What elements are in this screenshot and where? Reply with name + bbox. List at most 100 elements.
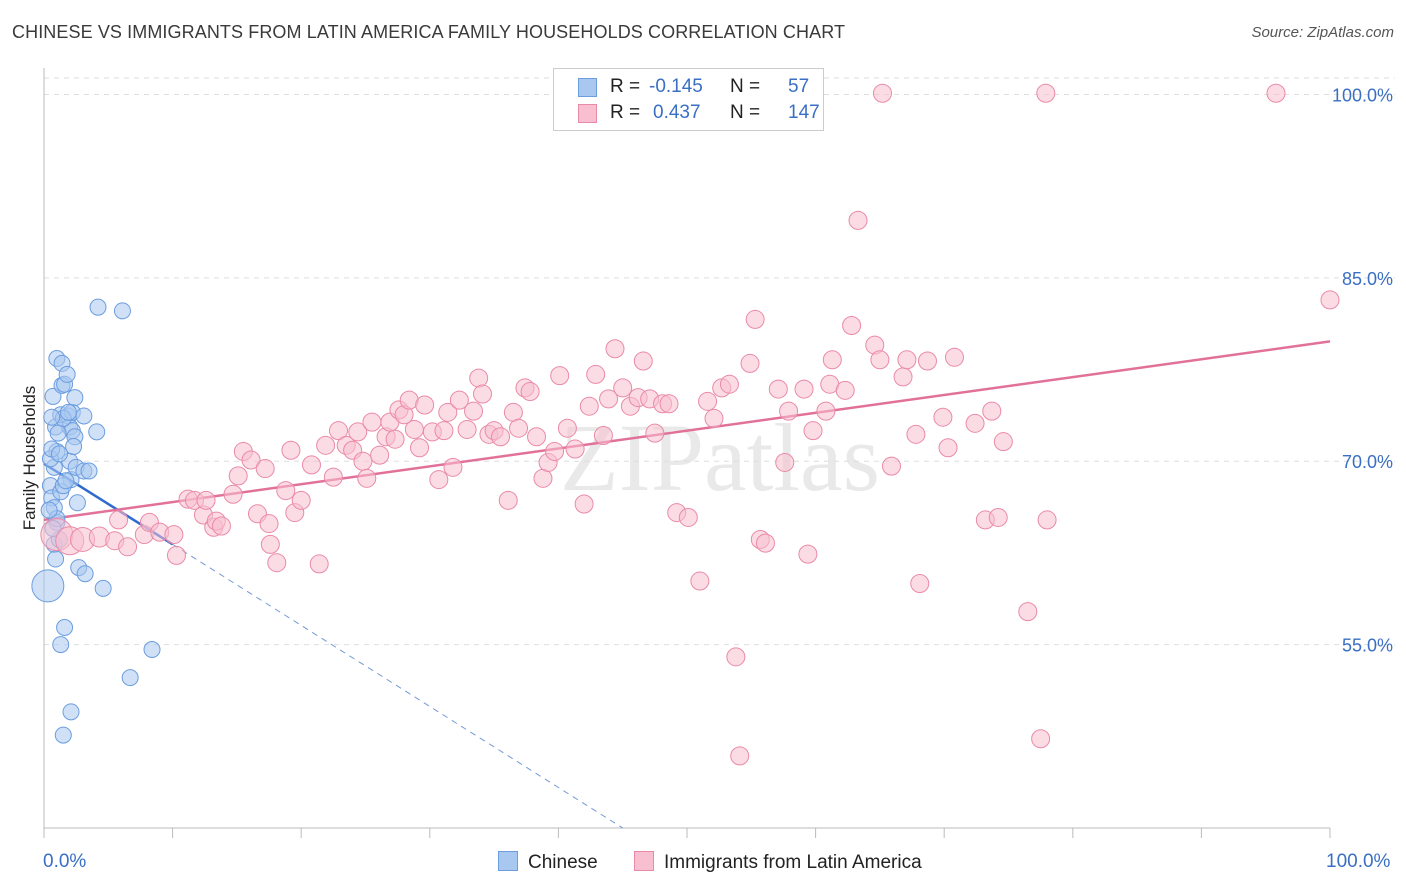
latin-america-point [803, 421, 823, 441]
latin-america-point [1036, 83, 1056, 103]
latin-america-point [328, 421, 348, 441]
latin-america-point [348, 422, 368, 442]
y-tick-labels: 55.0% 70.0% 85.0% 100.0% [1332, 85, 1393, 655]
y-tick-label: 85.0% [1342, 269, 1393, 289]
latin-america-point [438, 402, 458, 422]
latin-america-point [415, 395, 435, 415]
latin-america-point [1037, 510, 1057, 530]
latin-america-point [565, 439, 585, 459]
latin-america-point [982, 401, 1002, 421]
chinese-point [76, 565, 94, 583]
chinese-point [113, 302, 131, 320]
data-points [31, 83, 1340, 766]
latin-america-point [211, 516, 231, 536]
latin-america-point [938, 438, 958, 458]
latin-america-point [897, 350, 917, 370]
legend-n-label: N = [730, 102, 761, 123]
latin-america-point [719, 374, 739, 394]
latin-america-point [605, 339, 625, 359]
latin-america-point [228, 466, 248, 486]
latin-america-point [550, 366, 570, 386]
latin-america-point [645, 423, 665, 443]
y-tick-label: 100.0% [1332, 85, 1393, 105]
latin-america-point [533, 468, 553, 488]
latin-america-point [944, 347, 964, 367]
latin-america-point [385, 429, 405, 449]
latin-america-point [775, 452, 795, 472]
latin-america-point [370, 445, 390, 465]
latin-america-point [545, 441, 565, 461]
legend-n-label: N = [730, 76, 761, 97]
latin-america-point [410, 438, 430, 458]
latin-america-point [579, 396, 599, 416]
latin-america-point [527, 427, 547, 447]
latin-america-point [730, 746, 750, 766]
latin-america-point [309, 554, 329, 574]
chinese-point [62, 703, 80, 721]
latin-america-point [357, 468, 377, 488]
latin-america-point [755, 533, 775, 553]
latin-america-point [740, 353, 760, 373]
chinese-point [94, 579, 112, 597]
chinese-point [121, 669, 139, 687]
bottom-legend-latin-america: Immigrants from Latin America [634, 851, 922, 874]
legend-r-label: R = [610, 76, 641, 97]
latin-america-point [316, 435, 336, 455]
latin-america-point [1320, 290, 1340, 310]
latin-america-point [613, 378, 633, 398]
latin-america-point [910, 573, 930, 593]
latin-america-point [848, 210, 868, 230]
latin-america-point [822, 350, 842, 370]
latin-america-point [816, 401, 836, 421]
latin-america-point [404, 419, 424, 439]
legend-swatch-latin-america [578, 104, 597, 123]
latin-america-point [449, 390, 469, 410]
y-tick-label: 70.0% [1342, 452, 1393, 472]
latin-america-point [745, 309, 765, 329]
latin-america-point [965, 413, 985, 433]
latin-america-point [678, 507, 698, 527]
latin-america-point [586, 364, 606, 384]
latin-america-point [659, 394, 679, 414]
latin-america-point [434, 421, 454, 441]
latin-america-point [599, 389, 619, 409]
bottom-legend-label-chinese: Chinese [528, 852, 598, 873]
chinese-point [80, 462, 98, 480]
chinese-point [40, 501, 58, 519]
latin-america-point [798, 544, 818, 564]
latin-america-point [281, 440, 301, 460]
latin-america-point [593, 426, 613, 446]
latin-america-point [259, 514, 279, 534]
chinese-point [54, 726, 72, 744]
chinese-point [66, 389, 84, 407]
latin-america-point [557, 418, 577, 438]
legend-n-value: 147 [788, 102, 820, 123]
latin-america-point [881, 456, 901, 476]
latin-america-point [520, 382, 540, 402]
chinese-point [143, 641, 161, 659]
legend-swatch-chinese [578, 78, 597, 97]
latin-america-point [166, 545, 186, 565]
latin-america-point [353, 451, 373, 471]
latin-america-point [457, 419, 477, 439]
latin-america-point [993, 432, 1013, 452]
chart-title: CHINESE VS IMMIGRANTS FROM LATIN AMERICA… [12, 22, 846, 42]
legend-n-value: 57 [788, 76, 810, 97]
latin-america-point [633, 351, 653, 371]
chinese-point [52, 636, 70, 654]
latin-america-point [1018, 602, 1038, 622]
chinese-point [58, 365, 76, 383]
latin-america-point [362, 412, 382, 432]
latin-america-point [498, 490, 518, 510]
latin-america-point [291, 490, 311, 510]
latin-america-point [473, 384, 493, 404]
latin-america-point [842, 316, 862, 336]
chinese-point [56, 618, 74, 636]
latin-america-point [835, 380, 855, 400]
x-tick-right: 100.0% [1326, 851, 1391, 872]
latin-america-point [276, 481, 296, 501]
latin-america-point [872, 83, 892, 103]
chinese-point [68, 494, 86, 512]
chinese-trend-extension [172, 543, 623, 829]
